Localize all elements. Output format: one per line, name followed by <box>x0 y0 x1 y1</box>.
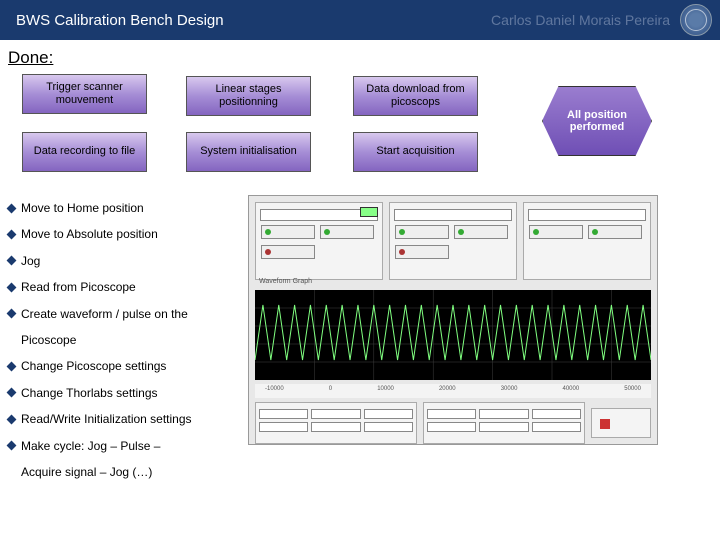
ss-button[interactable] <box>261 225 315 239</box>
list-text: Make cycle: Jog – Pulse – <box>21 433 160 459</box>
ss-cell[interactable] <box>479 409 528 419</box>
list-text: Move to Absolute position <box>21 221 158 247</box>
bullet-icon <box>7 414 17 424</box>
xtick: 40000 <box>562 386 579 396</box>
xtick: 30000 <box>501 386 518 396</box>
box-data-recording: Data recording to file <box>22 132 147 172</box>
ss-cell[interactable] <box>311 422 360 432</box>
ss-panel-offset <box>523 202 651 280</box>
box-start-acquisition: Start acquisition <box>353 132 478 172</box>
ss-panel-absolute <box>389 202 517 280</box>
ss-cell[interactable] <box>259 409 308 419</box>
list-text: Move to Home position <box>21 195 144 221</box>
list-text: Read/Write Initialization settings <box>21 406 192 432</box>
workflow-boxes: Trigger scanner mouvement Data recording… <box>0 74 720 189</box>
list-text: Acquire signal – Jog (…) <box>21 459 152 485</box>
ss-cell[interactable] <box>364 422 413 432</box>
ss-thorlabs-settings <box>255 402 417 444</box>
waveform-xaxis: -10000 0 10000 20000 30000 40000 50000 <box>255 384 651 398</box>
xtick: 0 <box>329 386 332 396</box>
waveform-title: Waveform Graph <box>259 278 312 285</box>
bullet-icon <box>7 388 17 398</box>
ss-cell[interactable] <box>532 409 581 419</box>
list-text: Change Picoscope settings <box>21 353 166 379</box>
ss-button[interactable] <box>395 245 449 259</box>
list-text: Read from Picoscope <box>21 274 136 300</box>
list-text: Picoscope <box>21 327 76 353</box>
ss-button[interactable] <box>320 225 374 239</box>
box-system-init: System initialisation <box>186 132 311 172</box>
list-text: Create waveform / pulse on the <box>21 301 188 327</box>
box-data-download: Data download from picoscops <box>353 76 478 116</box>
ss-cell[interactable] <box>427 409 476 419</box>
author-name: Carlos Daniel Morais Pereira <box>491 12 670 28</box>
hex-all-position: All position performed <box>542 86 652 156</box>
done-heading: Done: <box>8 48 720 68</box>
list-item-plain: Acquire signal – Jog (…) <box>8 459 720 485</box>
labview-screenshot: Waveform Graph -10000 0 <box>248 195 658 445</box>
ss-button[interactable] <box>588 225 642 239</box>
status-led-icon <box>360 207 378 217</box>
ss-top-panels <box>249 196 657 286</box>
ss-picoscope-settings <box>423 402 585 444</box>
cern-logo-icon <box>680 4 712 36</box>
xtick: 50000 <box>624 386 641 396</box>
bullet-icon <box>7 441 17 451</box>
xtick: -10000 <box>265 386 284 396</box>
bullet-icon <box>7 256 17 266</box>
waveform-chart <box>255 290 651 380</box>
bullet-icon <box>7 362 17 372</box>
bullet-icon <box>7 309 17 319</box>
ss-cell[interactable] <box>427 422 476 432</box>
box-linear-stages: Linear stages positionning <box>186 76 311 116</box>
xtick: 20000 <box>439 386 456 396</box>
ss-stop-panel[interactable] <box>591 408 651 438</box>
box-trigger-scanner: Trigger scanner mouvement <box>22 74 147 114</box>
ss-cell[interactable] <box>479 422 528 432</box>
bullet-icon <box>7 282 17 292</box>
ss-field[interactable] <box>394 209 512 221</box>
page-title: BWS Calibration Bench Design <box>16 12 224 29</box>
ss-button[interactable] <box>395 225 449 239</box>
bullet-icon <box>7 203 17 213</box>
ss-panel-thorlabs <box>255 202 383 280</box>
header-bar: BWS Calibration Bench Design Carlos Dani… <box>0 0 720 40</box>
xtick: 10000 <box>377 386 394 396</box>
ss-button[interactable] <box>529 225 583 239</box>
list-text: Jog <box>21 248 40 274</box>
ss-button[interactable] <box>454 225 508 239</box>
ss-cell[interactable] <box>311 409 360 419</box>
ss-cell[interactable] <box>364 409 413 419</box>
ss-cell[interactable] <box>259 422 308 432</box>
header-right: Carlos Daniel Morais Pereira <box>491 4 712 36</box>
list-text: Change Thorlabs settings <box>21 380 158 406</box>
ss-cell[interactable] <box>532 422 581 432</box>
bullet-icon <box>7 230 17 240</box>
ss-field[interactable] <box>528 209 646 221</box>
ss-button[interactable] <box>261 245 315 259</box>
